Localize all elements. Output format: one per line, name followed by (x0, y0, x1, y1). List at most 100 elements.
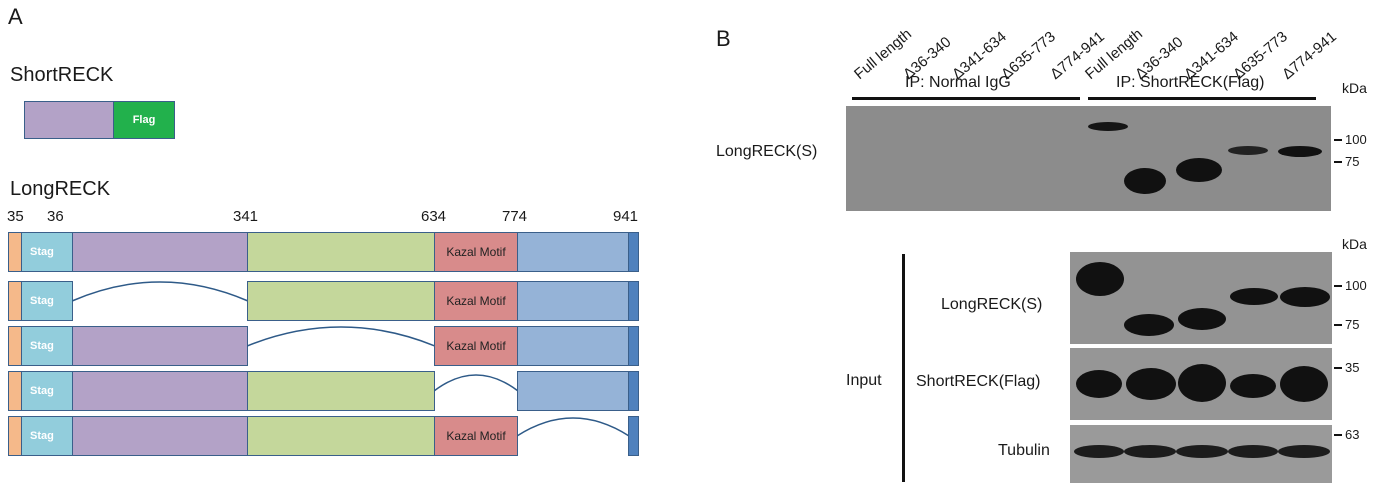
band (1176, 445, 1228, 458)
green-domain (247, 232, 435, 272)
kazal-motif: Kazal Motif (434, 326, 518, 366)
signal-peptide (8, 326, 22, 366)
kazal-motif: Kazal Motif (434, 232, 518, 272)
stag-label: Stag (30, 430, 54, 442)
green-domain (247, 371, 435, 411)
position-35: 35 (7, 208, 24, 225)
band (1176, 158, 1222, 182)
green-domain (247, 281, 435, 321)
ip-blot-label: LongRECK(S) (716, 143, 818, 160)
band (1278, 146, 1322, 157)
ip-normal-igg-label: IP: Normal IgG (905, 74, 1011, 91)
stag-domain: Stag (21, 416, 73, 456)
input-shortreck-blot (1070, 348, 1332, 420)
purple-domain (72, 232, 248, 272)
band (1124, 445, 1176, 458)
band (1124, 168, 1166, 194)
blue-domain (517, 371, 629, 411)
input-marker-100: 100 (1345, 278, 1367, 293)
band (1230, 288, 1278, 305)
band (1230, 374, 1276, 398)
deletion-arc (72, 281, 248, 302)
position-634: 634 (421, 208, 447, 225)
flag-tag: Flag (113, 101, 175, 139)
ip-marker-75: 75 (1345, 154, 1360, 169)
signal-peptide (8, 371, 22, 411)
band (1228, 146, 1268, 155)
blue-domain (517, 326, 629, 366)
band (1088, 122, 1128, 131)
band (1280, 287, 1330, 307)
band (1178, 364, 1226, 402)
stag-label: Stag (30, 340, 54, 352)
kazal-label: Kazal Motif (446, 429, 506, 443)
signal-peptide (8, 232, 22, 272)
stag-label: Stag (30, 295, 54, 307)
blue-domain (517, 281, 629, 321)
lane-label: Δ774-941 (1279, 28, 1340, 83)
ip-flag-underline (1088, 97, 1316, 100)
input-bracket-line (902, 254, 905, 482)
longreck-title: LongRECK (10, 178, 111, 200)
band (1074, 445, 1124, 458)
marker-tick (1334, 285, 1342, 287)
band (1126, 368, 1176, 400)
green-domain (247, 416, 435, 456)
shortreck-title: ShortRECK (10, 64, 114, 86)
band (1178, 308, 1226, 330)
ip-marker-100: 100 (1345, 132, 1367, 147)
position-36: 36 (47, 208, 64, 225)
c-terminal-end (628, 416, 639, 456)
kazal-motif: Kazal Motif (434, 281, 518, 321)
input-longreck-blot (1070, 252, 1332, 344)
kda-label: kDa (1342, 80, 1367, 96)
marker-tick (1334, 161, 1342, 163)
kazal-motif: Kazal Motif (434, 416, 518, 456)
signal-peptide (8, 416, 22, 456)
flag-tag-label: Flag (132, 114, 156, 126)
stag-label: Stag (30, 385, 54, 397)
kazal-label: Kazal Motif (446, 294, 506, 308)
position-774: 774 (502, 208, 528, 225)
band (1228, 445, 1278, 458)
band (1076, 370, 1122, 398)
position-941: 941 (613, 208, 639, 225)
stag-domain: Stag (21, 281, 73, 321)
marker-tick (1334, 324, 1342, 326)
ip-flag-label: IP: ShortRECK(Flag) (1116, 74, 1265, 91)
marker-tick (1334, 367, 1342, 369)
input-marker-63: 63 (1345, 427, 1360, 442)
signal-peptide (8, 281, 22, 321)
c-terminal-end (628, 232, 639, 272)
input-tubulin-label: Tubulin (998, 442, 1050, 459)
stag-label: Stag (30, 246, 54, 258)
c-terminal-end (628, 281, 639, 321)
input-tubulin-blot (1070, 425, 1332, 483)
kazal-label: Kazal Motif (446, 339, 506, 353)
panel-b-letter: B (716, 26, 731, 51)
input-longreck-label: LongRECK(S) (941, 296, 1043, 313)
band (1124, 314, 1174, 336)
purple-domain (72, 371, 248, 411)
position-341: 341 (233, 208, 259, 225)
purple-domain (72, 416, 248, 456)
input-kda-label: kDa (1342, 236, 1367, 252)
marker-tick (1334, 139, 1342, 141)
band (1280, 366, 1328, 402)
stag-domain: Stag (21, 232, 73, 272)
stag-domain: Stag (21, 326, 73, 366)
panel-a-letter: A (8, 4, 23, 29)
shortreck-purple-domain (24, 101, 114, 139)
marker-tick (1334, 434, 1342, 436)
ip-normal-underline (852, 97, 1080, 100)
purple-domain (72, 326, 248, 366)
deletion-arc (434, 374, 518, 392)
input-marker-75: 75 (1345, 317, 1360, 332)
c-terminal-end (628, 371, 639, 411)
stag-domain: Stag (21, 371, 73, 411)
deletion-arc (517, 417, 629, 437)
input-shortreck-label: ShortRECK(Flag) (916, 373, 1041, 390)
band (1278, 445, 1330, 458)
kazal-label: Kazal Motif (446, 245, 506, 259)
input-label: Input (846, 372, 882, 389)
